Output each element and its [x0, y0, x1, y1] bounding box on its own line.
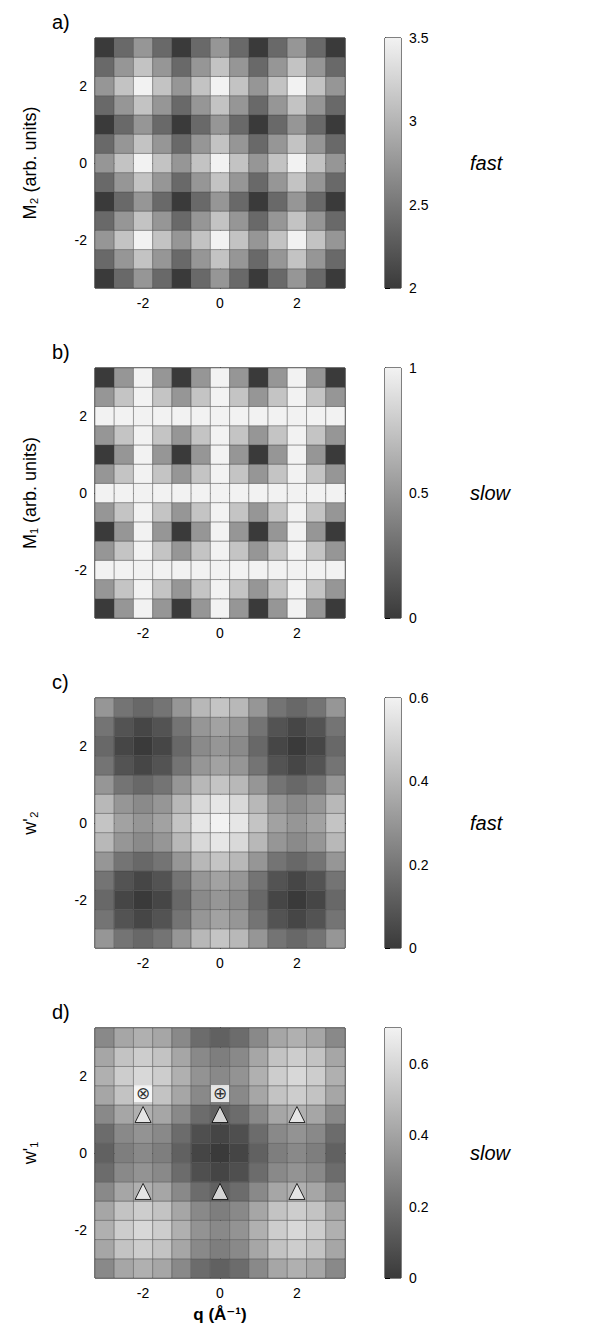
svg-text:0: 0 — [79, 1145, 87, 1161]
svg-text:0.5: 0.5 — [409, 485, 429, 501]
svg-text:0.2: 0.2 — [409, 857, 429, 873]
svg-text:2: 2 — [79, 1068, 87, 1084]
svg-text:0.4: 0.4 — [409, 773, 429, 789]
svg-text:-2: -2 — [75, 562, 88, 578]
svg-text:-2: -2 — [137, 955, 150, 971]
svg-text:q (Å⁻¹): q (Å⁻¹) — [193, 1305, 246, 1324]
svg-text:2: 2 — [79, 78, 87, 94]
svg-text:0: 0 — [79, 485, 87, 501]
svg-text:a): a) — [52, 11, 70, 33]
svg-text:1: 1 — [409, 360, 417, 376]
svg-text:0.6: 0.6 — [409, 1056, 429, 1072]
svg-text:slow: slow — [470, 1142, 512, 1164]
svg-text:c): c) — [52, 671, 69, 693]
svg-text:3.5: 3.5 — [409, 30, 429, 46]
svg-text:b): b) — [52, 341, 70, 363]
svg-text:d): d) — [52, 1001, 70, 1023]
svg-text:2: 2 — [293, 625, 301, 641]
svg-text:slow: slow — [470, 482, 512, 504]
svg-text:2: 2 — [79, 738, 87, 754]
svg-text:0: 0 — [216, 625, 224, 641]
svg-text:fast: fast — [470, 152, 504, 174]
svg-text:⊗: ⊗ — [136, 1084, 150, 1103]
svg-text:0: 0 — [409, 1270, 417, 1286]
svg-text:0: 0 — [216, 955, 224, 971]
svg-text:-2: -2 — [75, 892, 88, 908]
svg-text:2: 2 — [79, 408, 87, 424]
svg-text:⊕: ⊕ — [213, 1084, 227, 1103]
svg-text:0: 0 — [216, 295, 224, 311]
svg-text:M₂ (arb. units): M₂ (arb. units) — [20, 106, 40, 219]
svg-text:0: 0 — [79, 815, 87, 831]
svg-text:w'₂: w'₂ — [20, 811, 40, 835]
svg-text:M₁ (arb. units): M₁ (arb. units) — [20, 437, 40, 549]
svg-text:0: 0 — [216, 1285, 224, 1301]
svg-text:-2: -2 — [137, 625, 150, 641]
svg-text:3: 3 — [409, 113, 417, 129]
svg-text:0.6: 0.6 — [409, 690, 429, 706]
svg-text:0: 0 — [409, 940, 417, 956]
svg-text:-2: -2 — [75, 1222, 88, 1238]
svg-text:2.5: 2.5 — [409, 197, 429, 213]
svg-text:0: 0 — [79, 155, 87, 171]
svg-text:2: 2 — [293, 955, 301, 971]
svg-text:0.4: 0.4 — [409, 1127, 429, 1143]
svg-text:fast: fast — [470, 812, 504, 834]
svg-text:-2: -2 — [75, 232, 88, 248]
svg-text:-2: -2 — [137, 295, 150, 311]
svg-text:0.2: 0.2 — [409, 1199, 429, 1215]
svg-text:-2: -2 — [137, 1285, 150, 1301]
svg-text:2: 2 — [293, 295, 301, 311]
svg-text:2: 2 — [409, 280, 417, 296]
svg-text:2: 2 — [293, 1285, 301, 1301]
svg-text:0: 0 — [409, 610, 417, 626]
svg-text:w'₁: w'₁ — [20, 1142, 40, 1166]
